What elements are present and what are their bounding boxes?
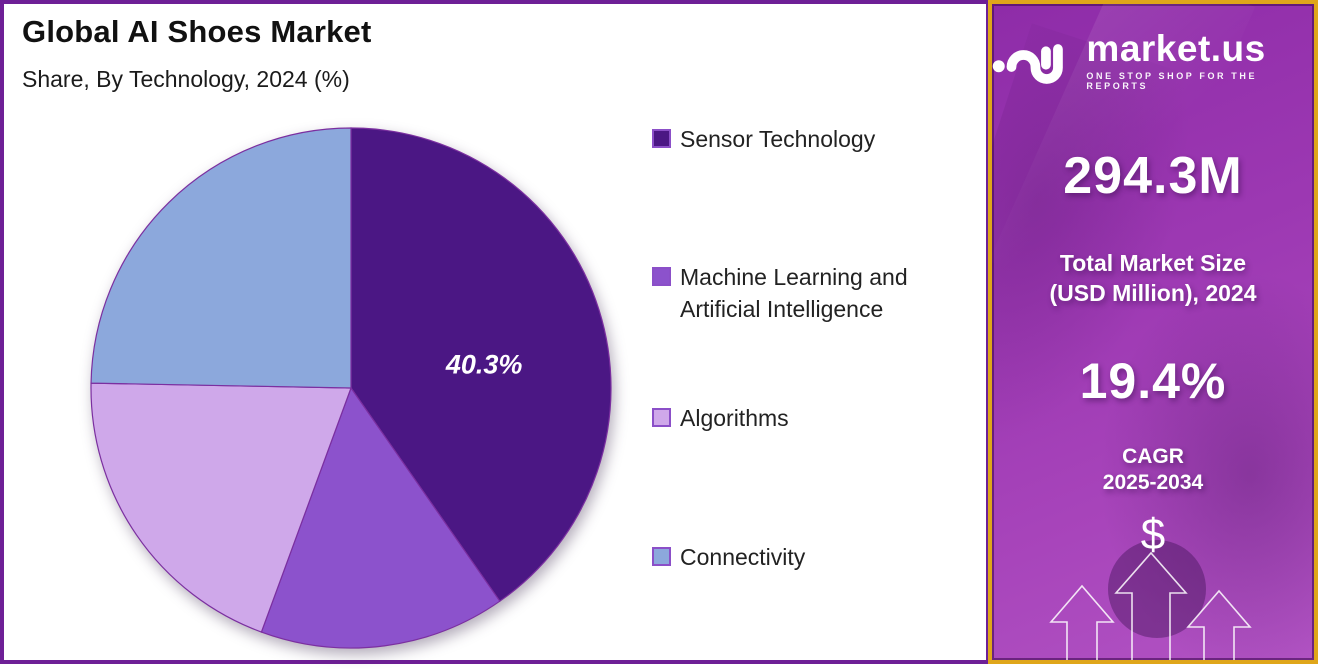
pie-slice	[90, 127, 352, 389]
marketus-logo: market.us ONE STOP SHOP FOR THE REPORTS	[992, 30, 1314, 91]
pie-slice	[350, 127, 612, 603]
pie-slice	[90, 382, 352, 633]
pie-chart: 40.3%	[75, 112, 627, 664]
legend-item-machine-learning-ai: Machine Learning and Artificial Intellig…	[652, 261, 908, 325]
legend-item-connectivity: Connectivity	[652, 541, 805, 573]
legend-item-algorithms: Algorithms	[652, 402, 789, 434]
legend-label: Algorithms	[680, 405, 789, 431]
pie-slice	[260, 386, 501, 649]
brand-sidebar: market.us ONE STOP SHOP FOR THE REPORTS …	[988, 0, 1318, 664]
legend-swatch-machine-learning-ai	[652, 267, 671, 286]
brand-name: market.us	[1086, 28, 1266, 69]
legend-swatch-connectivity	[652, 547, 671, 566]
brand-tagline: ONE STOP SHOP FOR THE REPORTS	[1086, 71, 1258, 91]
growth-arrows-icon	[1049, 551, 1252, 660]
marketus-logo-icon	[992, 44, 1063, 84]
pie-chart-svg: 40.3%	[90, 127, 612, 649]
pie-data-label: 40.3%	[445, 350, 523, 380]
page-subtitle: Share, By Technology, 2024 (%)	[22, 66, 350, 92]
page-title: Global AI Shoes Market	[22, 14, 372, 49]
legend-label: Machine Learning and	[680, 264, 908, 290]
legend-item-sensor-technology: Sensor Technology	[652, 123, 875, 155]
market-size-value: 294.3M	[1063, 147, 1243, 205]
sidebar-photo-cup-circle	[1108, 540, 1206, 638]
legend-label: Sensor Technology	[680, 126, 876, 152]
legend-label: Connectivity	[680, 544, 806, 570]
dollar-icon: $	[1140, 510, 1166, 559]
cagr-value: 19.4%	[1079, 353, 1227, 409]
sidebar-photo-shade-right	[1094, 264, 1314, 660]
legend-label-line2: Artificial Intelligence	[680, 296, 884, 322]
legend-swatch-algorithms	[652, 408, 671, 427]
market-size-label: Total Market Size (USD Million), 2024	[1049, 250, 1257, 306]
cagr-label: CAGR 2025-2034	[1102, 445, 1204, 494]
chart-card: Global AI Shoes Market Share, By Technol…	[0, 0, 990, 664]
legend-swatch-sensor-technology	[652, 129, 671, 148]
